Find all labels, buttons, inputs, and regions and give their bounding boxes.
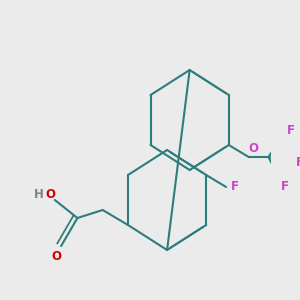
Text: F: F <box>231 181 239 194</box>
Text: O: O <box>52 250 61 262</box>
Text: F: F <box>281 181 289 194</box>
Text: F: F <box>296 155 300 169</box>
Text: H: H <box>34 188 44 202</box>
Text: O: O <box>248 142 258 155</box>
Text: F: F <box>287 124 295 136</box>
Text: O: O <box>45 188 55 202</box>
